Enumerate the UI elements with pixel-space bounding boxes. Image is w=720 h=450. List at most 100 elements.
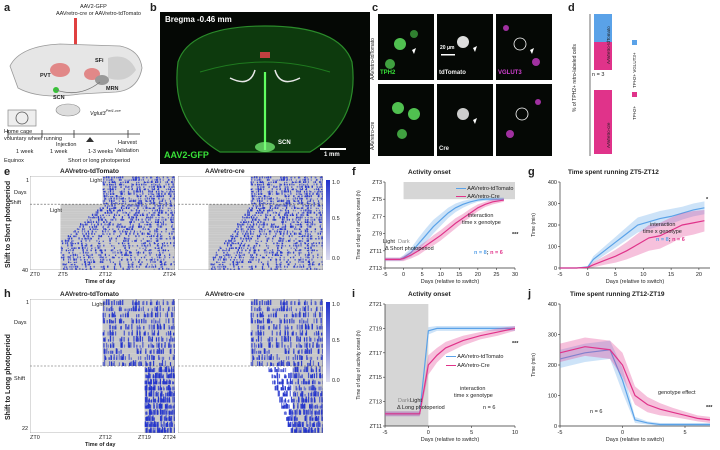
n-label-g: n = 8; n = 6 [656,237,685,243]
vglut3-image-1: VGLUT3 [496,14,552,80]
tick-h-zt0: ZT0 [30,435,40,441]
day-end-e: 40 [22,268,29,274]
tph2-image-1: TPH2 [378,14,434,80]
tick-h-zt12: ZT12 [99,435,112,441]
sem-band-aavretro-cre [560,337,710,423]
x-axis-label: Days (relative to switch) [606,437,665,443]
interaction-f: interaction [468,213,494,219]
dark-phase-shading [403,182,515,200]
shift-label-h: Shift [14,376,26,382]
x-tick-label: -5 [558,430,563,436]
interaction-g-2: time x genotype [643,229,682,235]
y-tick-label: ZT21 [369,302,382,308]
pvt-region [50,63,70,77]
panel-g-title: Time spent running ZT5-ZT12 [568,169,659,176]
panel-d-chart [589,14,612,156]
y-axis-label: Time (min) [531,213,537,237]
n-label-i: n = 6 [483,405,496,411]
x-tick-label: 20 [696,272,702,278]
timeline-photoperiod: Short or long photoperiod [68,158,131,164]
cerebellum [108,56,136,80]
timeline-week2: 1 week [50,149,68,155]
timeline-weeks: 1-3 weeks [88,149,114,155]
y-tick-label: ZT9 [372,232,382,238]
n-label-f: n = 8; n = 6 [474,250,503,256]
sem-band-aavretro-tdtomato [560,201,705,268]
y-tick-label: 400 [548,302,557,308]
x-tick-label: 5 [683,430,686,436]
sem-band-aavretro-cre [385,325,515,417]
chart-i: -5 0 5 10 ZT11 ZT13 ZT15 ZT17 ZT19 ZT21 Days (rela… [356,302,518,443]
x-tick-label: 5 [614,272,617,278]
panel-i-title: Activity onset [408,291,451,298]
virus-label-2: AAVretro-cre or AAVretro-tdTomato [56,11,141,17]
y-tick-label: 0 [554,266,557,272]
light-label-i: Light [410,398,422,404]
y-tick-label: ZT13 [369,266,382,272]
vglut3-label: VGLUT3 [498,70,522,76]
projection-arrow [55,81,101,94]
mouse-line-label: Vglut3Pet1-cre [90,108,121,117]
n-label-j: n = 6 [590,409,603,415]
panel-c-label: c [372,2,379,14]
panel-b-label: b [150,2,157,14]
y-tick-label: ZT5 [372,197,382,203]
actogram-e-left [30,176,175,270]
colorbar-e-min: 0.0 [332,256,340,262]
short-photoperiod-f: Δ Short photoperiod [385,246,434,252]
panel-a-label: a [4,2,11,14]
panel-d-ylabel: % of TPH2+ retro-labeled cells [572,44,578,112]
actogram-h-left [30,299,175,433]
y-axis-label: Time of day of activity onset (h) [356,190,362,260]
tdtomato-image: 20 μm tdTomato [437,14,493,80]
y-tick-label: 200 [548,363,557,369]
sem-band-aavretro-tdtomato [385,197,504,262]
tick-e-zt0: ZT0 [30,272,40,278]
series-line-aavretro-tdtomato [385,198,504,260]
x-axis-label: Days (relative to switch) [606,279,665,285]
mouse-icon [55,103,81,117]
y-tick-label: ZT19 [369,326,382,332]
bar-segment [594,90,612,154]
legend-swatch-tph2-vglut3 [632,40,637,45]
day-start-e: 1 [26,178,30,184]
colorbar-e-max: 1.0 [332,180,340,186]
y-axis-label: Time (min) [531,353,537,377]
home-cage [7,109,37,127]
tick-e-zt12: ZT12 [99,272,112,278]
scn-label-b: SCN [278,140,291,146]
legend-tph2: TPH2+ [632,105,637,120]
y-axis-label: Time of day of activity onset (h) [356,330,362,400]
interaction-i: interaction [460,386,486,392]
interaction-g: interaction [650,222,676,228]
colorbar-e [326,180,330,260]
timeline-injection: Injection [56,142,77,148]
cage-label-1: Home cage [4,129,33,135]
row1-label: AAVretro-tdTomato [370,38,376,80]
tick-e-zt5: ZT5 [58,272,68,278]
tph2-image-2 [378,84,434,156]
actogram-e-right [178,176,323,270]
x-tick-label: 0 [586,272,589,278]
x-tick-label: -5 [558,272,563,278]
colorbar-h-min: 0.0 [332,378,340,384]
legend-i-cre: AAVretro-Cre [446,363,490,369]
long-photoperiod-i: Δ Long photoperiod [397,405,445,411]
cage-label-2: voluntary wheel running [4,136,63,142]
light2-label-e: Light [50,208,62,214]
tick-h-zt19: ZT19 [138,435,151,441]
x-tick-label: 10 [640,272,646,278]
light-label-h: Light [92,302,104,308]
colorbar-h-mid: 0.5 [332,338,340,344]
bregma-label: Bregma -0.46 mm [165,15,232,24]
panel-e-label: e [4,166,11,178]
x-tick-label: 5 [470,430,473,436]
day-end-h: 22 [22,426,29,432]
actogram-h-right-title: AAVretro-cre [205,291,245,298]
scale-bar-c: 20 μm [440,45,455,51]
y-tick-label: ZT17 [369,351,382,357]
colorbar-h [326,302,330,382]
x-tick-label: 15 [668,272,674,278]
bar1-label: AAVretro-tdTomato [606,26,611,64]
